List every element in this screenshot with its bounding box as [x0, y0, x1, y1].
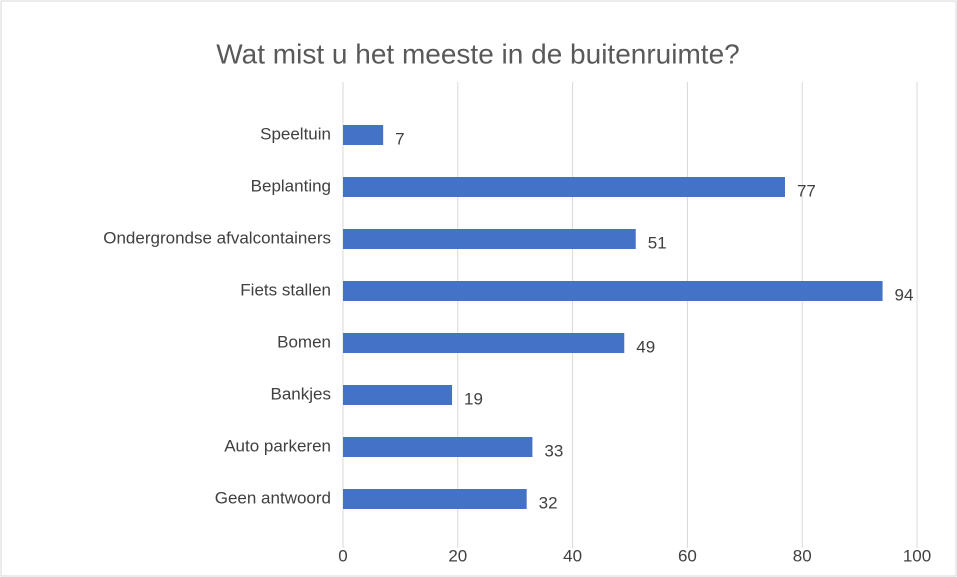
y-tick-label: Ondergrondse afvalcontainers — [103, 228, 331, 247]
x-tick-label: 20 — [448, 546, 467, 565]
bar — [343, 385, 453, 405]
y-tick-label: Fiets stallen — [240, 280, 331, 299]
bar — [343, 437, 533, 457]
data-label: 49 — [636, 337, 655, 356]
y-tick-label: Bankjes — [271, 384, 331, 403]
bar — [343, 281, 883, 301]
bar — [343, 229, 636, 249]
y-tick-label: Auto parkeren — [224, 436, 331, 455]
x-tick-label: 80 — [793, 546, 812, 565]
y-tick-label: Bomen — [277, 332, 331, 351]
data-label: 32 — [539, 493, 558, 512]
bar — [343, 177, 785, 197]
data-label: 77 — [797, 181, 816, 200]
chart-title: Wat mist u het meeste in de buitenruimte… — [216, 38, 739, 69]
x-tick-label: 60 — [678, 546, 697, 565]
data-label: 51 — [648, 233, 667, 252]
bar — [343, 125, 384, 145]
data-label: 33 — [544, 441, 563, 460]
data-label: 19 — [464, 389, 483, 408]
x-tick-label: 40 — [563, 546, 582, 565]
y-tick-label: Geen antwoord — [215, 488, 331, 507]
bar — [343, 489, 527, 509]
x-tick-label: 100 — [903, 546, 931, 565]
data-label: 7 — [395, 129, 404, 148]
bar — [343, 333, 625, 353]
x-tick-label: 0 — [338, 546, 347, 565]
y-tick-label: Speeltuin — [260, 124, 331, 143]
data-label: 94 — [895, 285, 914, 304]
y-tick-label: Beplanting — [251, 176, 331, 195]
